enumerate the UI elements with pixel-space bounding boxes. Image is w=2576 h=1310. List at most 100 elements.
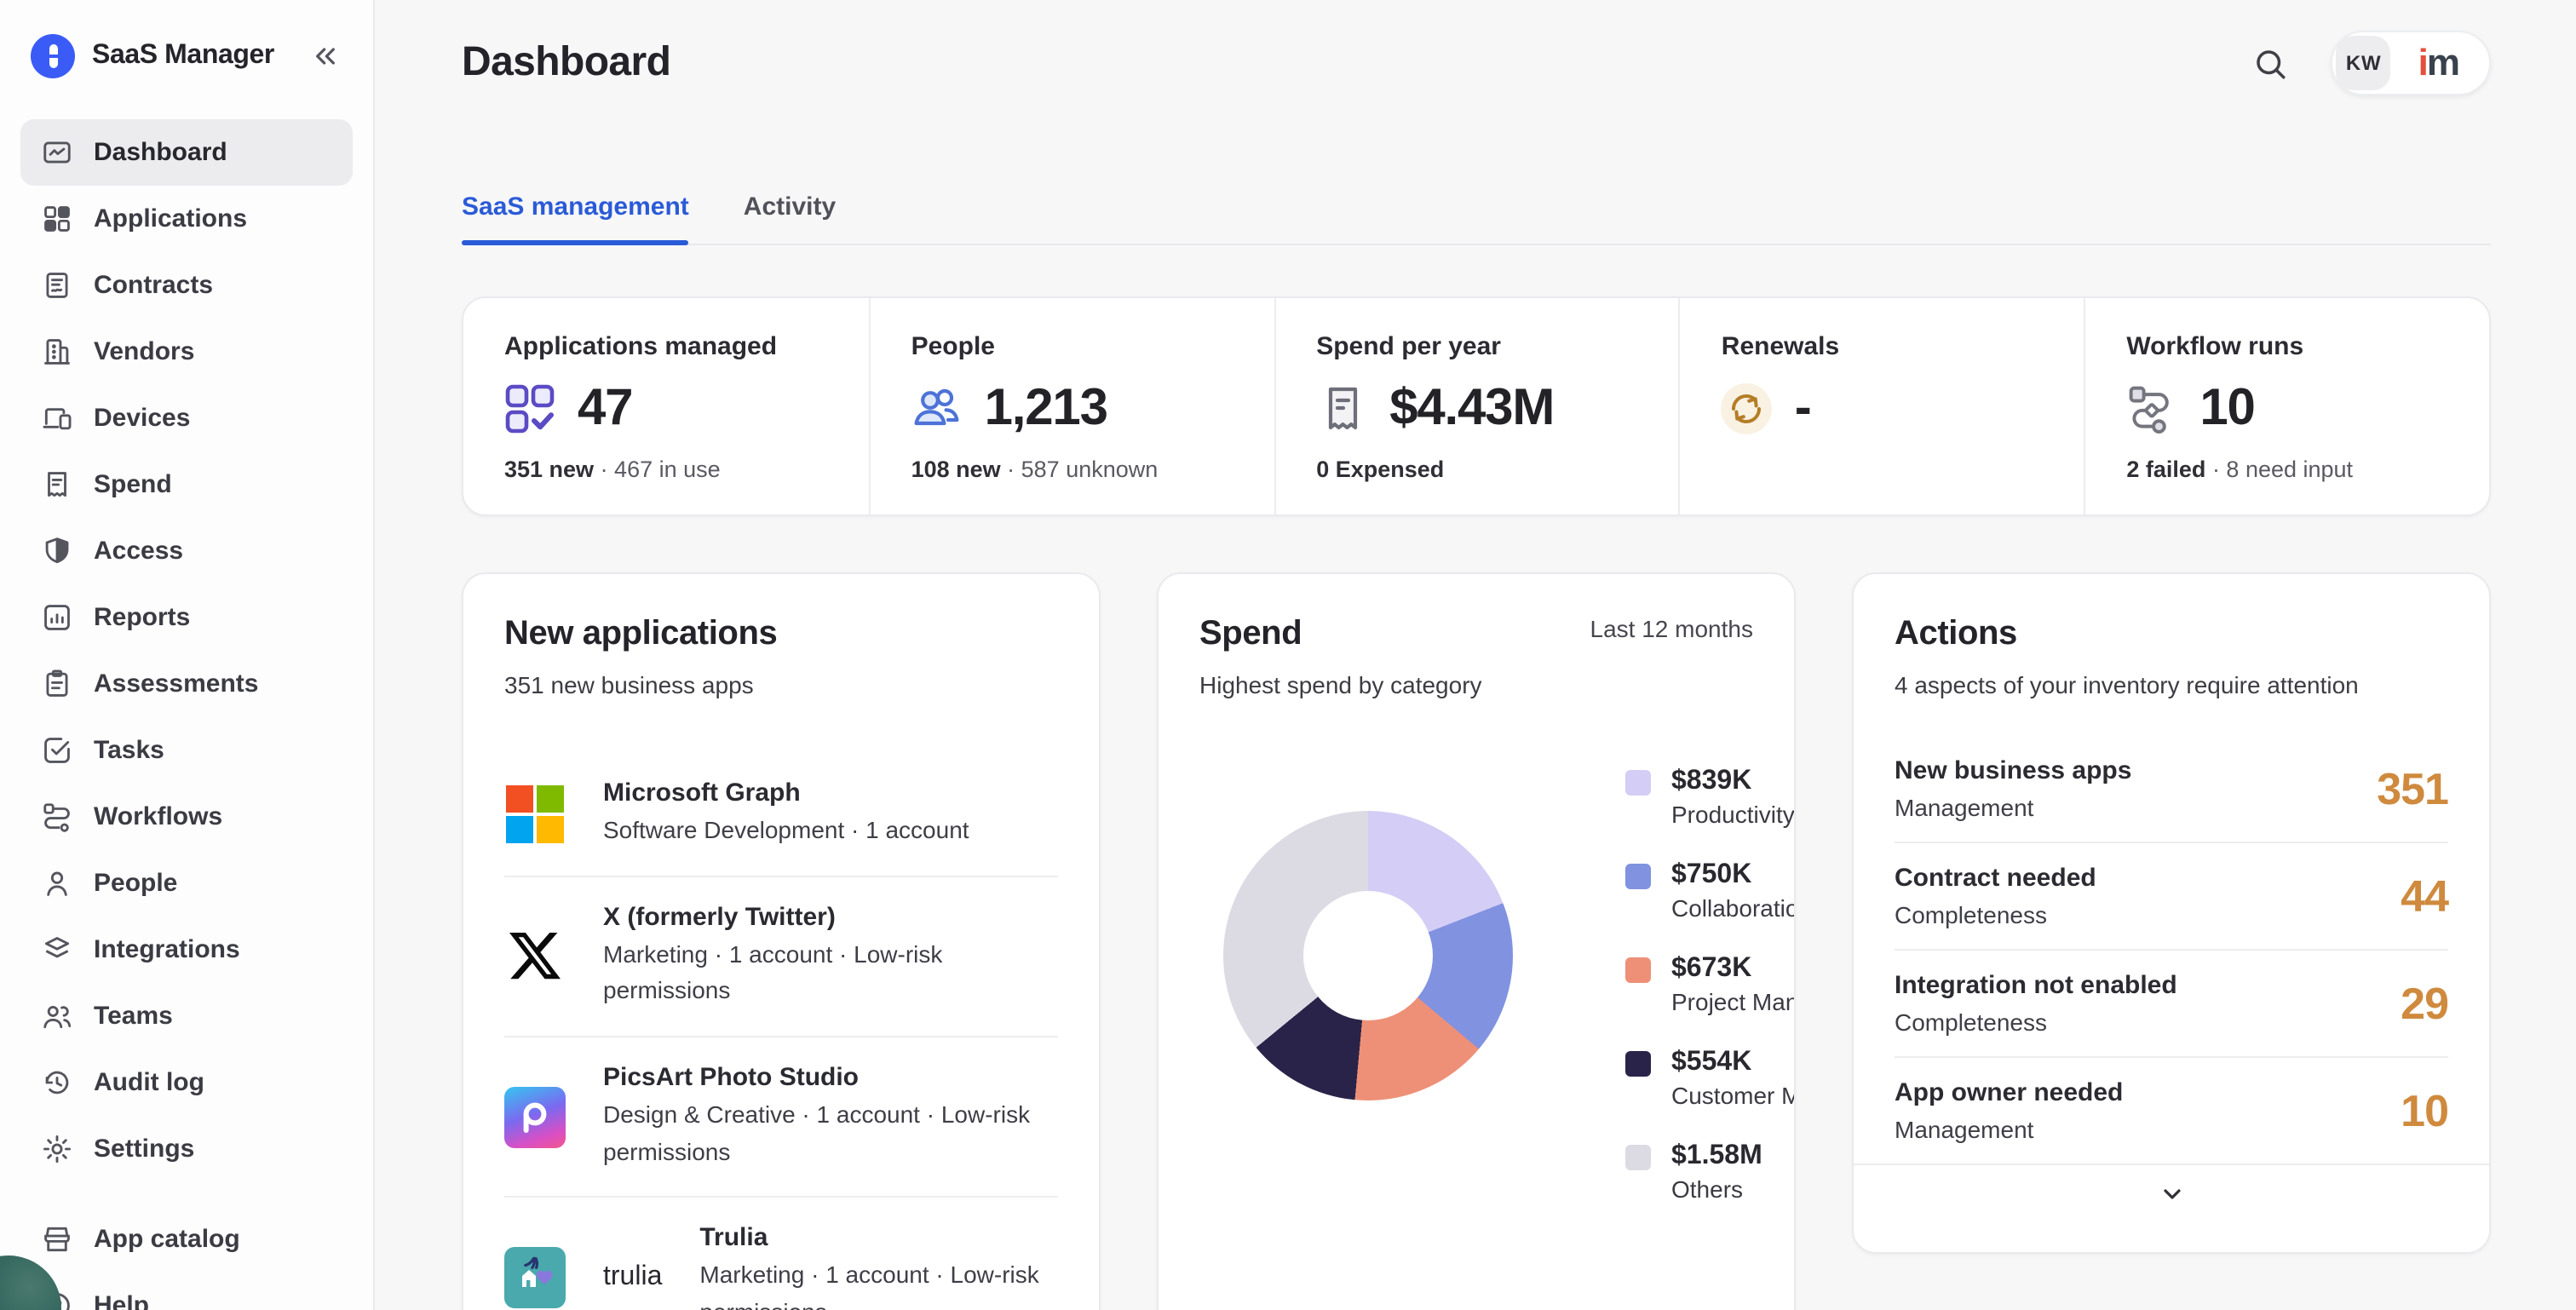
sidebar-item-label: Reports	[94, 603, 191, 632]
teams-icon	[39, 999, 73, 1033]
sidebar-item-dashboard[interactable]: Dashboard	[20, 119, 353, 186]
applications-icon	[39, 202, 73, 236]
x-twitter-logo	[504, 926, 566, 987]
stat-subtext: 0 Expensed	[1316, 457, 1445, 482]
sidebar-item-tasks[interactable]: Tasks	[20, 717, 353, 784]
sidebar-item-contracts[interactable]: Contracts	[20, 252, 353, 319]
spend-chart-area: $839K Productivity $750K Collaboration $…	[1199, 767, 1794, 1310]
sidebar-item-app-catalog[interactable]: App catalog	[20, 1206, 353, 1273]
search-icon[interactable]	[2250, 43, 2291, 83]
sidebar-item-label: Audit log	[94, 1068, 204, 1097]
new-applications-subtitle: 351 new business apps	[504, 671, 754, 698]
stat-value: 47	[578, 380, 634, 436]
microsoft-logo	[504, 784, 566, 845]
trulia-logo	[504, 1247, 566, 1309]
legend-item-others: $1.58M Others	[1625, 1141, 1794, 1203]
sidebar-item-label: Vendors	[94, 337, 195, 366]
action-count: 10	[2401, 1084, 2449, 1135]
stat-workflow-runs[interactable]: Workflow runs 10 2 failed · 8 need input	[2084, 298, 2489, 514]
sidebar-item-audit-log[interactable]: Audit log	[20, 1049, 353, 1116]
nav-section-gap	[20, 1182, 353, 1206]
sidebar-item-label: Devices	[94, 404, 191, 433]
stat-value: 1,213	[984, 380, 1108, 436]
actions-list: New business apps Management 351 Contrac…	[1895, 736, 2449, 1163]
action-count: 29	[2401, 977, 2449, 1028]
sidebar-item-label: Assessments	[94, 669, 259, 698]
sidebar-item-vendors[interactable]: Vendors	[20, 319, 353, 385]
collapse-sidebar-icon[interactable]	[312, 43, 342, 70]
spend-donut-chart[interactable]	[1223, 811, 1513, 1100]
legend-item-collaboration: $750K Collaboration	[1625, 860, 1794, 922]
app-row-microsoft-graph[interactable]: Microsoft Graph Software Development · 1…	[504, 753, 1058, 877]
sidebar-item-assessments[interactable]: Assessments	[20, 651, 353, 717]
sidebar-item-label: Teams	[94, 1002, 173, 1031]
app-row-picsart[interactable]: PicsArt Photo Studio Design & Creative ·…	[504, 1037, 1058, 1198]
app-row-x-twitter[interactable]: X (formerly Twitter) Marketing · 1 accou…	[504, 876, 1058, 1038]
legend-swatch	[1625, 1144, 1651, 1169]
stat-subtext: 2 failed · 8 need input	[2126, 457, 2354, 482]
audit-log-history-icon	[39, 1066, 73, 1100]
sidebar-item-label: Settings	[94, 1135, 195, 1163]
avatar[interactable]: KW	[2336, 36, 2391, 90]
sidebar-item-help[interactable]: Help	[20, 1273, 353, 1310]
settings-gear-icon	[39, 1132, 73, 1166]
new-applications-list: Microsoft Graph Software Development · 1…	[504, 753, 1058, 1310]
sidebar-item-label: Spend	[94, 470, 172, 499]
sidebar-item-devices[interactable]: Devices	[20, 385, 353, 451]
sidebar-item-spend[interactable]: Spend	[20, 451, 353, 518]
stat-value: $4.43M	[1389, 380, 1555, 436]
sidebar-item-people[interactable]: People	[20, 850, 353, 916]
legend-swatch	[1625, 957, 1651, 982]
new-applications-title: New applications	[504, 615, 778, 652]
sidebar-item-workflows[interactable]: Workflows	[20, 784, 353, 850]
receipt-icon	[1316, 383, 1367, 434]
integrations-icon	[39, 933, 73, 967]
tab-activity[interactable]: Activity	[743, 192, 837, 221]
account-pill[interactable]: KW im	[2331, 31, 2491, 95]
tasks-icon	[39, 733, 73, 767]
sidebar-item-access[interactable]: Access	[20, 518, 353, 584]
sidebar-item-reports[interactable]: Reports	[20, 584, 353, 651]
sidebar-item-integrations[interactable]: Integrations	[20, 916, 353, 983]
spend-period: Last 12 months	[1590, 615, 1753, 642]
sidebar: SaaS Manager Dashboard Applications Cont…	[0, 0, 375, 1310]
stat-subtext: 108 new · 587 unknown	[911, 457, 1159, 482]
dashboard-icon	[39, 135, 73, 169]
action-row-app-owner-needed[interactable]: App owner needed Management 10	[1895, 1056, 2449, 1163]
workflow-icon	[2126, 383, 2177, 434]
stat-subtext	[1722, 457, 2044, 484]
stat-people[interactable]: People 1,213 108 new · 587 unknown	[868, 298, 1274, 514]
action-row-integration-not-enabled[interactable]: Integration not enabled Completeness 29	[1895, 949, 2449, 1056]
legend-item-productivity: $839K Productivity	[1625, 767, 1794, 828]
stat-renewals[interactable]: Renewals -	[1678, 298, 2084, 514]
action-count: 351	[2377, 762, 2449, 813]
org-logo: im	[2418, 41, 2460, 83]
sidebar-item-settings[interactable]: Settings	[20, 1116, 353, 1182]
sidebar-item-teams[interactable]: Teams	[20, 983, 353, 1049]
legend-item-project-management: $673K Project Managem	[1625, 954, 1794, 1015]
sidebar-item-label: Integrations	[94, 935, 240, 964]
actions-expand-button[interactable]	[1854, 1163, 2489, 1211]
app-row-trulia[interactable]: trulia Trulia Marketing · 1 account · Lo…	[504, 1198, 1058, 1310]
stat-value: 10	[2199, 380, 2256, 436]
renewals-refresh-icon	[1721, 383, 1773, 434]
stat-spend-per-year[interactable]: Spend per year $4.43M 0 Expensed	[1274, 298, 1679, 514]
tab-saas-management[interactable]: SaaS management	[462, 192, 690, 245]
action-row-contract-needed[interactable]: Contract needed Completeness 44	[1895, 842, 2449, 949]
contracts-icon	[39, 268, 73, 302]
brand-name: SaaS Manager	[92, 41, 274, 70]
dashboard-widgets: New applications 351 new business apps M…	[462, 572, 2491, 1310]
stat-applications-managed[interactable]: Applications managed 47 351 new · 467 in…	[463, 298, 869, 514]
page-header: Dashboard KW im	[462, 0, 2491, 95]
sidebar-item-applications[interactable]: Applications	[20, 186, 353, 252]
action-row-new-business-apps[interactable]: New business apps Management 351	[1895, 756, 2449, 821]
sidebar-nav: Dashboard Applications Contracts Vendors…	[20, 119, 353, 1310]
stats-summary-card: Applications managed 47 351 new · 467 in…	[462, 296, 2491, 516]
sidebar-item-label: Dashboard	[94, 138, 227, 167]
chevron-down-icon	[2163, 1189, 2180, 1199]
spend-card: Spend Last 12 months Highest spend by ca…	[1157, 572, 1796, 1310]
spend-subtitle: Highest spend by category	[1199, 671, 1482, 698]
sidebar-item-label: Applications	[94, 204, 248, 233]
reports-icon	[39, 600, 73, 635]
action-count: 44	[2401, 870, 2449, 921]
